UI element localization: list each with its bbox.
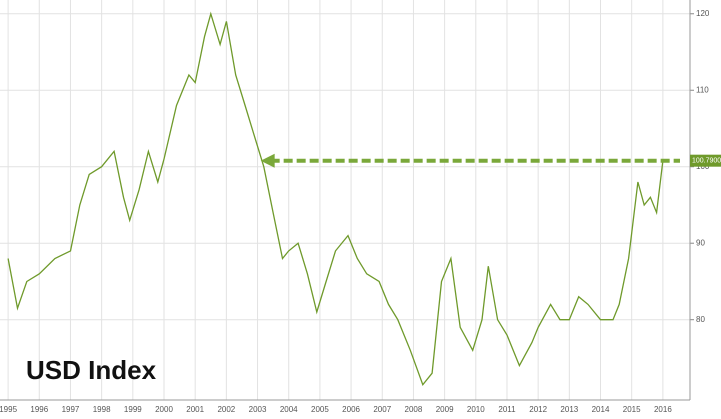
x-tick-label: 2013 [560,405,578,414]
x-tick-label: 2015 [623,405,641,414]
x-tick-label: 2007 [373,405,391,414]
value-badge [690,154,721,167]
title-bg [18,350,183,390]
x-tick-label: 2011 [498,405,516,414]
x-tick-label: 2004 [280,405,298,414]
x-tick-label: 2016 [654,405,672,414]
x-tick-label: 2014 [592,405,610,414]
x-tick-label: 2010 [467,405,485,414]
y-tick-label: 110 [696,85,709,94]
x-tick-label: 2009 [436,405,454,414]
x-tick-label: 2002 [217,405,235,414]
value-label: 100.7900 [692,158,721,165]
x-tick-label: 1999 [124,405,142,414]
y-tick-label: 80 [696,315,705,324]
x-tick-label: 2005 [311,405,329,414]
x-tick-label: 1998 [93,405,111,414]
x-tick-label: 2001 [186,405,204,414]
x-tick-label: 1996 [30,405,48,414]
x-tick-label: 2003 [249,405,267,414]
data-line [7,11,664,387]
x-tick-label: 1997 [62,405,80,414]
y-tick-label: 120 [696,9,710,18]
x-tick-label: 2006 [342,405,360,414]
x-tick-label: 2012 [529,405,547,414]
x-tick-label: 2008 [405,405,423,414]
y-tick-label: 90 [696,238,705,247]
chart-title: USD Index [26,355,157,385]
arrow-head [260,153,275,168]
x-tick-label: 1995 [0,405,18,414]
x-tick-label: 2000 [155,405,173,414]
